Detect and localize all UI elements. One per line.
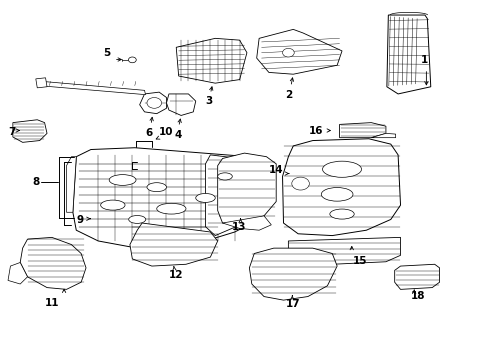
Polygon shape	[176, 39, 246, 83]
Circle shape	[128, 57, 136, 63]
Polygon shape	[256, 30, 341, 74]
Polygon shape	[36, 78, 47, 88]
Text: 9: 9	[76, 215, 83, 225]
Ellipse shape	[147, 183, 166, 192]
Text: 16: 16	[308, 126, 323, 135]
Ellipse shape	[128, 216, 145, 224]
Polygon shape	[288, 237, 400, 264]
Ellipse shape	[217, 173, 232, 180]
Text: 3: 3	[205, 96, 212, 107]
Text: 2: 2	[284, 90, 291, 100]
Polygon shape	[20, 237, 86, 289]
Circle shape	[282, 48, 294, 57]
Polygon shape	[394, 264, 439, 289]
Ellipse shape	[157, 203, 185, 214]
Text: 8: 8	[32, 177, 40, 187]
Ellipse shape	[329, 209, 353, 219]
Text: 5: 5	[103, 48, 110, 58]
Polygon shape	[166, 94, 195, 116]
Ellipse shape	[101, 200, 125, 210]
Polygon shape	[73, 148, 259, 248]
Text: 11: 11	[44, 298, 59, 308]
Text: 18: 18	[409, 291, 424, 301]
Polygon shape	[249, 248, 336, 300]
Text: 14: 14	[268, 165, 283, 175]
Text: 12: 12	[169, 270, 183, 280]
Polygon shape	[8, 262, 27, 284]
Ellipse shape	[322, 161, 361, 177]
Polygon shape	[66, 157, 76, 212]
Polygon shape	[370, 134, 395, 138]
Text: 7: 7	[8, 127, 15, 137]
Polygon shape	[140, 92, 166, 114]
Polygon shape	[222, 216, 271, 230]
Text: 13: 13	[231, 222, 245, 232]
Polygon shape	[130, 223, 217, 266]
Polygon shape	[205, 155, 259, 235]
Polygon shape	[13, 120, 47, 142]
Ellipse shape	[321, 188, 352, 201]
Polygon shape	[217, 153, 276, 225]
Polygon shape	[386, 15, 430, 94]
Ellipse shape	[195, 193, 215, 202]
Polygon shape	[339, 123, 385, 138]
Circle shape	[147, 98, 161, 108]
Text: 6: 6	[145, 128, 153, 138]
Text: 1: 1	[421, 55, 427, 65]
Text: 10: 10	[159, 127, 173, 137]
Polygon shape	[42, 81, 145, 95]
Text: 15: 15	[352, 256, 366, 266]
Polygon shape	[282, 139, 400, 235]
Circle shape	[291, 177, 309, 190]
Text: 17: 17	[285, 299, 300, 309]
Ellipse shape	[109, 175, 136, 185]
Text: 4: 4	[174, 130, 181, 140]
